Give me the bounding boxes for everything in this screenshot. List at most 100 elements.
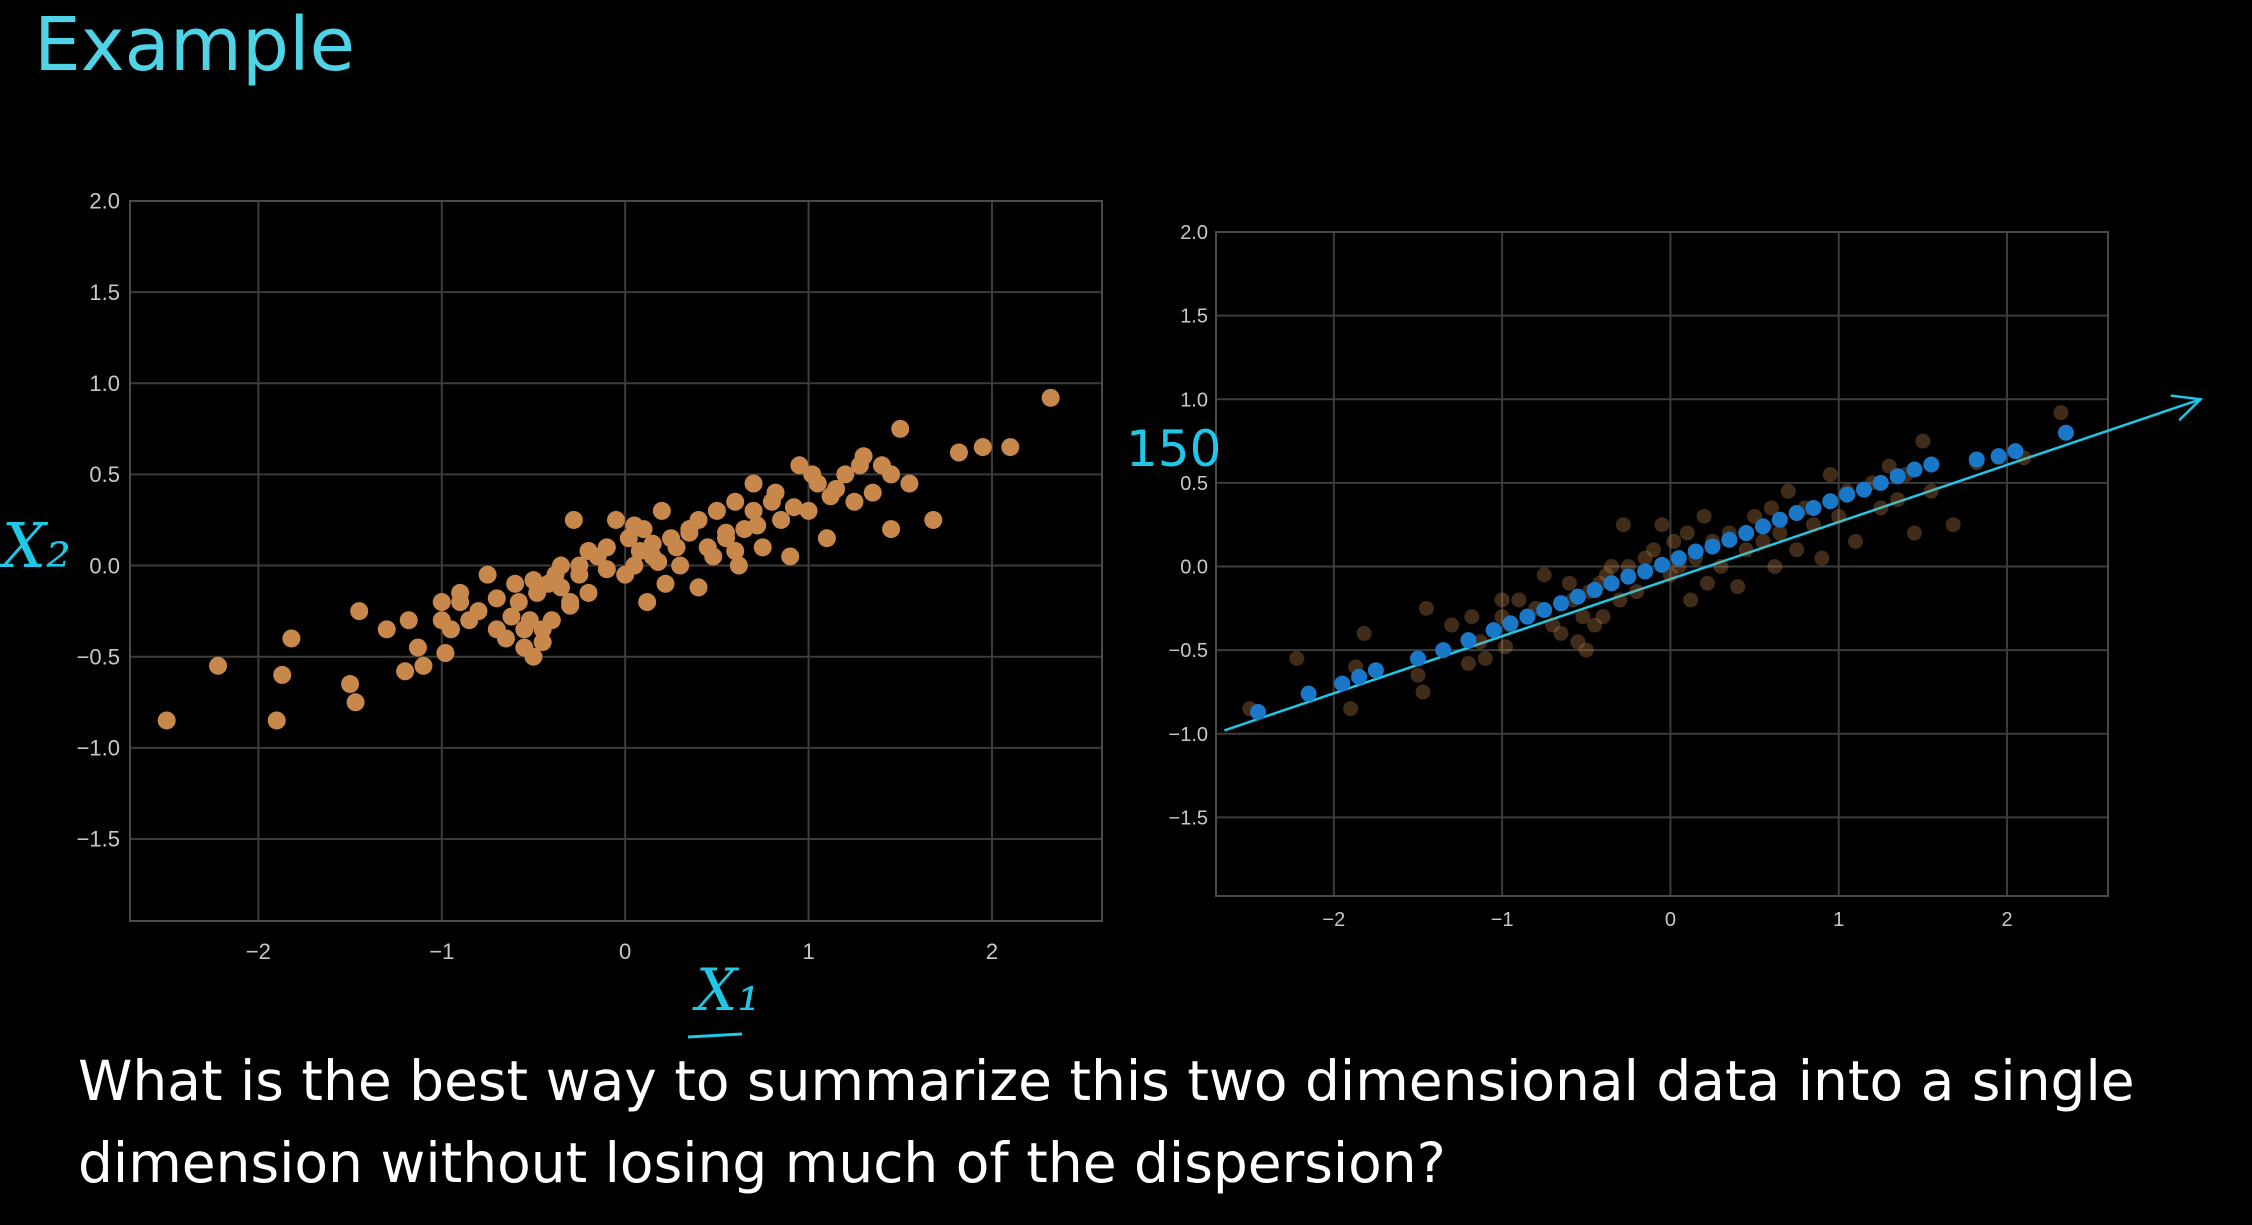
faded-data-point bbox=[1587, 617, 1603, 633]
principal-direction-line bbox=[1224, 398, 2201, 732]
projected-point bbox=[1485, 622, 1502, 639]
faded-data-point bbox=[1494, 592, 1510, 608]
data-point bbox=[396, 662, 415, 681]
faded-data-point bbox=[1755, 533, 1771, 549]
projected-point bbox=[1334, 675, 1351, 692]
data-point bbox=[845, 492, 864, 511]
data-point bbox=[346, 693, 365, 712]
projected-point bbox=[1923, 456, 1940, 473]
data-point bbox=[850, 456, 869, 475]
projected-point bbox=[1519, 608, 1536, 625]
y-tick-label: −0.5 bbox=[77, 644, 120, 669]
data-point bbox=[726, 492, 745, 511]
faded-data-point bbox=[1612, 592, 1628, 608]
projected-point bbox=[2057, 424, 2074, 441]
faded-data-point bbox=[1477, 650, 1493, 666]
data-point bbox=[551, 556, 570, 575]
y-tick-label: 1.0 bbox=[89, 371, 120, 396]
y-tick-label: −1.0 bbox=[77, 736, 120, 761]
data-point bbox=[1001, 438, 1020, 457]
faded-data-point bbox=[1497, 639, 1513, 655]
data-point bbox=[744, 501, 763, 520]
y-tick-label: 0.0 bbox=[1180, 557, 1208, 579]
data-point bbox=[487, 589, 506, 608]
projected-point bbox=[1502, 615, 1519, 632]
x-tick-label: 2 bbox=[986, 939, 998, 964]
faded-data-point bbox=[1343, 701, 1359, 717]
data-point bbox=[882, 465, 901, 484]
faded-data-point bbox=[1511, 592, 1527, 608]
faded-data-point bbox=[1464, 609, 1480, 625]
projected-point bbox=[1409, 650, 1426, 667]
y-tick-label: 1.5 bbox=[1180, 306, 1208, 328]
faded-data-point bbox=[1763, 500, 1779, 516]
faded-data-point bbox=[1637, 550, 1653, 566]
x-tick-label: −1 bbox=[1491, 909, 1514, 931]
data-point bbox=[597, 538, 616, 557]
slide-title: Example bbox=[34, 2, 356, 88]
faded-data-point bbox=[1848, 533, 1864, 549]
data-point bbox=[542, 611, 561, 630]
projected-point bbox=[1250, 704, 1267, 721]
faded-data-point bbox=[1699, 575, 1715, 591]
x-tick-label: −1 bbox=[429, 939, 454, 964]
data-point bbox=[157, 711, 176, 730]
faded-data-point bbox=[1915, 433, 1931, 449]
data-point bbox=[748, 516, 767, 535]
faded-data-point bbox=[1789, 542, 1805, 558]
projected-point bbox=[1771, 511, 1788, 528]
data-point bbox=[689, 578, 708, 597]
data-point bbox=[209, 656, 228, 675]
data-point bbox=[891, 419, 910, 438]
data-point bbox=[704, 547, 723, 566]
faded-data-point bbox=[1561, 575, 1577, 591]
data-point bbox=[649, 552, 668, 571]
data-point bbox=[799, 501, 818, 520]
faded-data-point bbox=[1831, 508, 1847, 524]
data-point bbox=[863, 483, 882, 502]
faded-data-point bbox=[1683, 592, 1699, 608]
faded-data-point bbox=[1713, 559, 1729, 575]
data-point bbox=[656, 574, 675, 593]
faded-data-point bbox=[1780, 483, 1796, 499]
projected-point bbox=[1435, 642, 1452, 659]
plot-frame bbox=[129, 200, 1103, 922]
faded-data-point bbox=[1822, 467, 1838, 483]
y-tick-label: 1.5 bbox=[89, 280, 120, 305]
projected-point bbox=[1889, 468, 1906, 485]
data-point bbox=[564, 510, 583, 529]
x-tick-label: −2 bbox=[1322, 909, 1345, 931]
projected-point bbox=[1367, 662, 1384, 679]
data-point bbox=[652, 501, 671, 520]
data-point bbox=[478, 565, 497, 584]
projected-point bbox=[1670, 550, 1687, 567]
faded-data-point bbox=[1595, 609, 1611, 625]
projected-point bbox=[1460, 632, 1477, 649]
data-point bbox=[399, 611, 418, 630]
handwritten-x1-label: X₁ bbox=[692, 956, 761, 1024]
data-point bbox=[506, 574, 525, 593]
data-point bbox=[267, 711, 286, 730]
y-tick-label: 0.0 bbox=[89, 553, 120, 578]
data-point bbox=[900, 474, 919, 493]
projected-point bbox=[1805, 499, 1822, 516]
faded-data-point bbox=[1767, 559, 1783, 575]
faded-data-point bbox=[1629, 584, 1645, 600]
data-point bbox=[441, 620, 460, 639]
data-point bbox=[643, 534, 662, 553]
x-tick-label: 1 bbox=[1833, 909, 1844, 931]
faded-data-point bbox=[1410, 667, 1426, 683]
y-tick-label: 1.0 bbox=[1180, 389, 1208, 411]
faded-data-point bbox=[1575, 609, 1591, 625]
faded-data-point bbox=[1654, 517, 1670, 533]
data-point bbox=[729, 556, 748, 575]
x-tick-label: 0 bbox=[619, 939, 631, 964]
data-point bbox=[625, 556, 644, 575]
data-point bbox=[524, 571, 543, 590]
data-point bbox=[502, 607, 521, 626]
projected-point bbox=[1637, 563, 1654, 580]
faded-data-point bbox=[1738, 542, 1754, 558]
faded-data-point bbox=[1553, 625, 1569, 641]
projected-point bbox=[1754, 518, 1771, 535]
